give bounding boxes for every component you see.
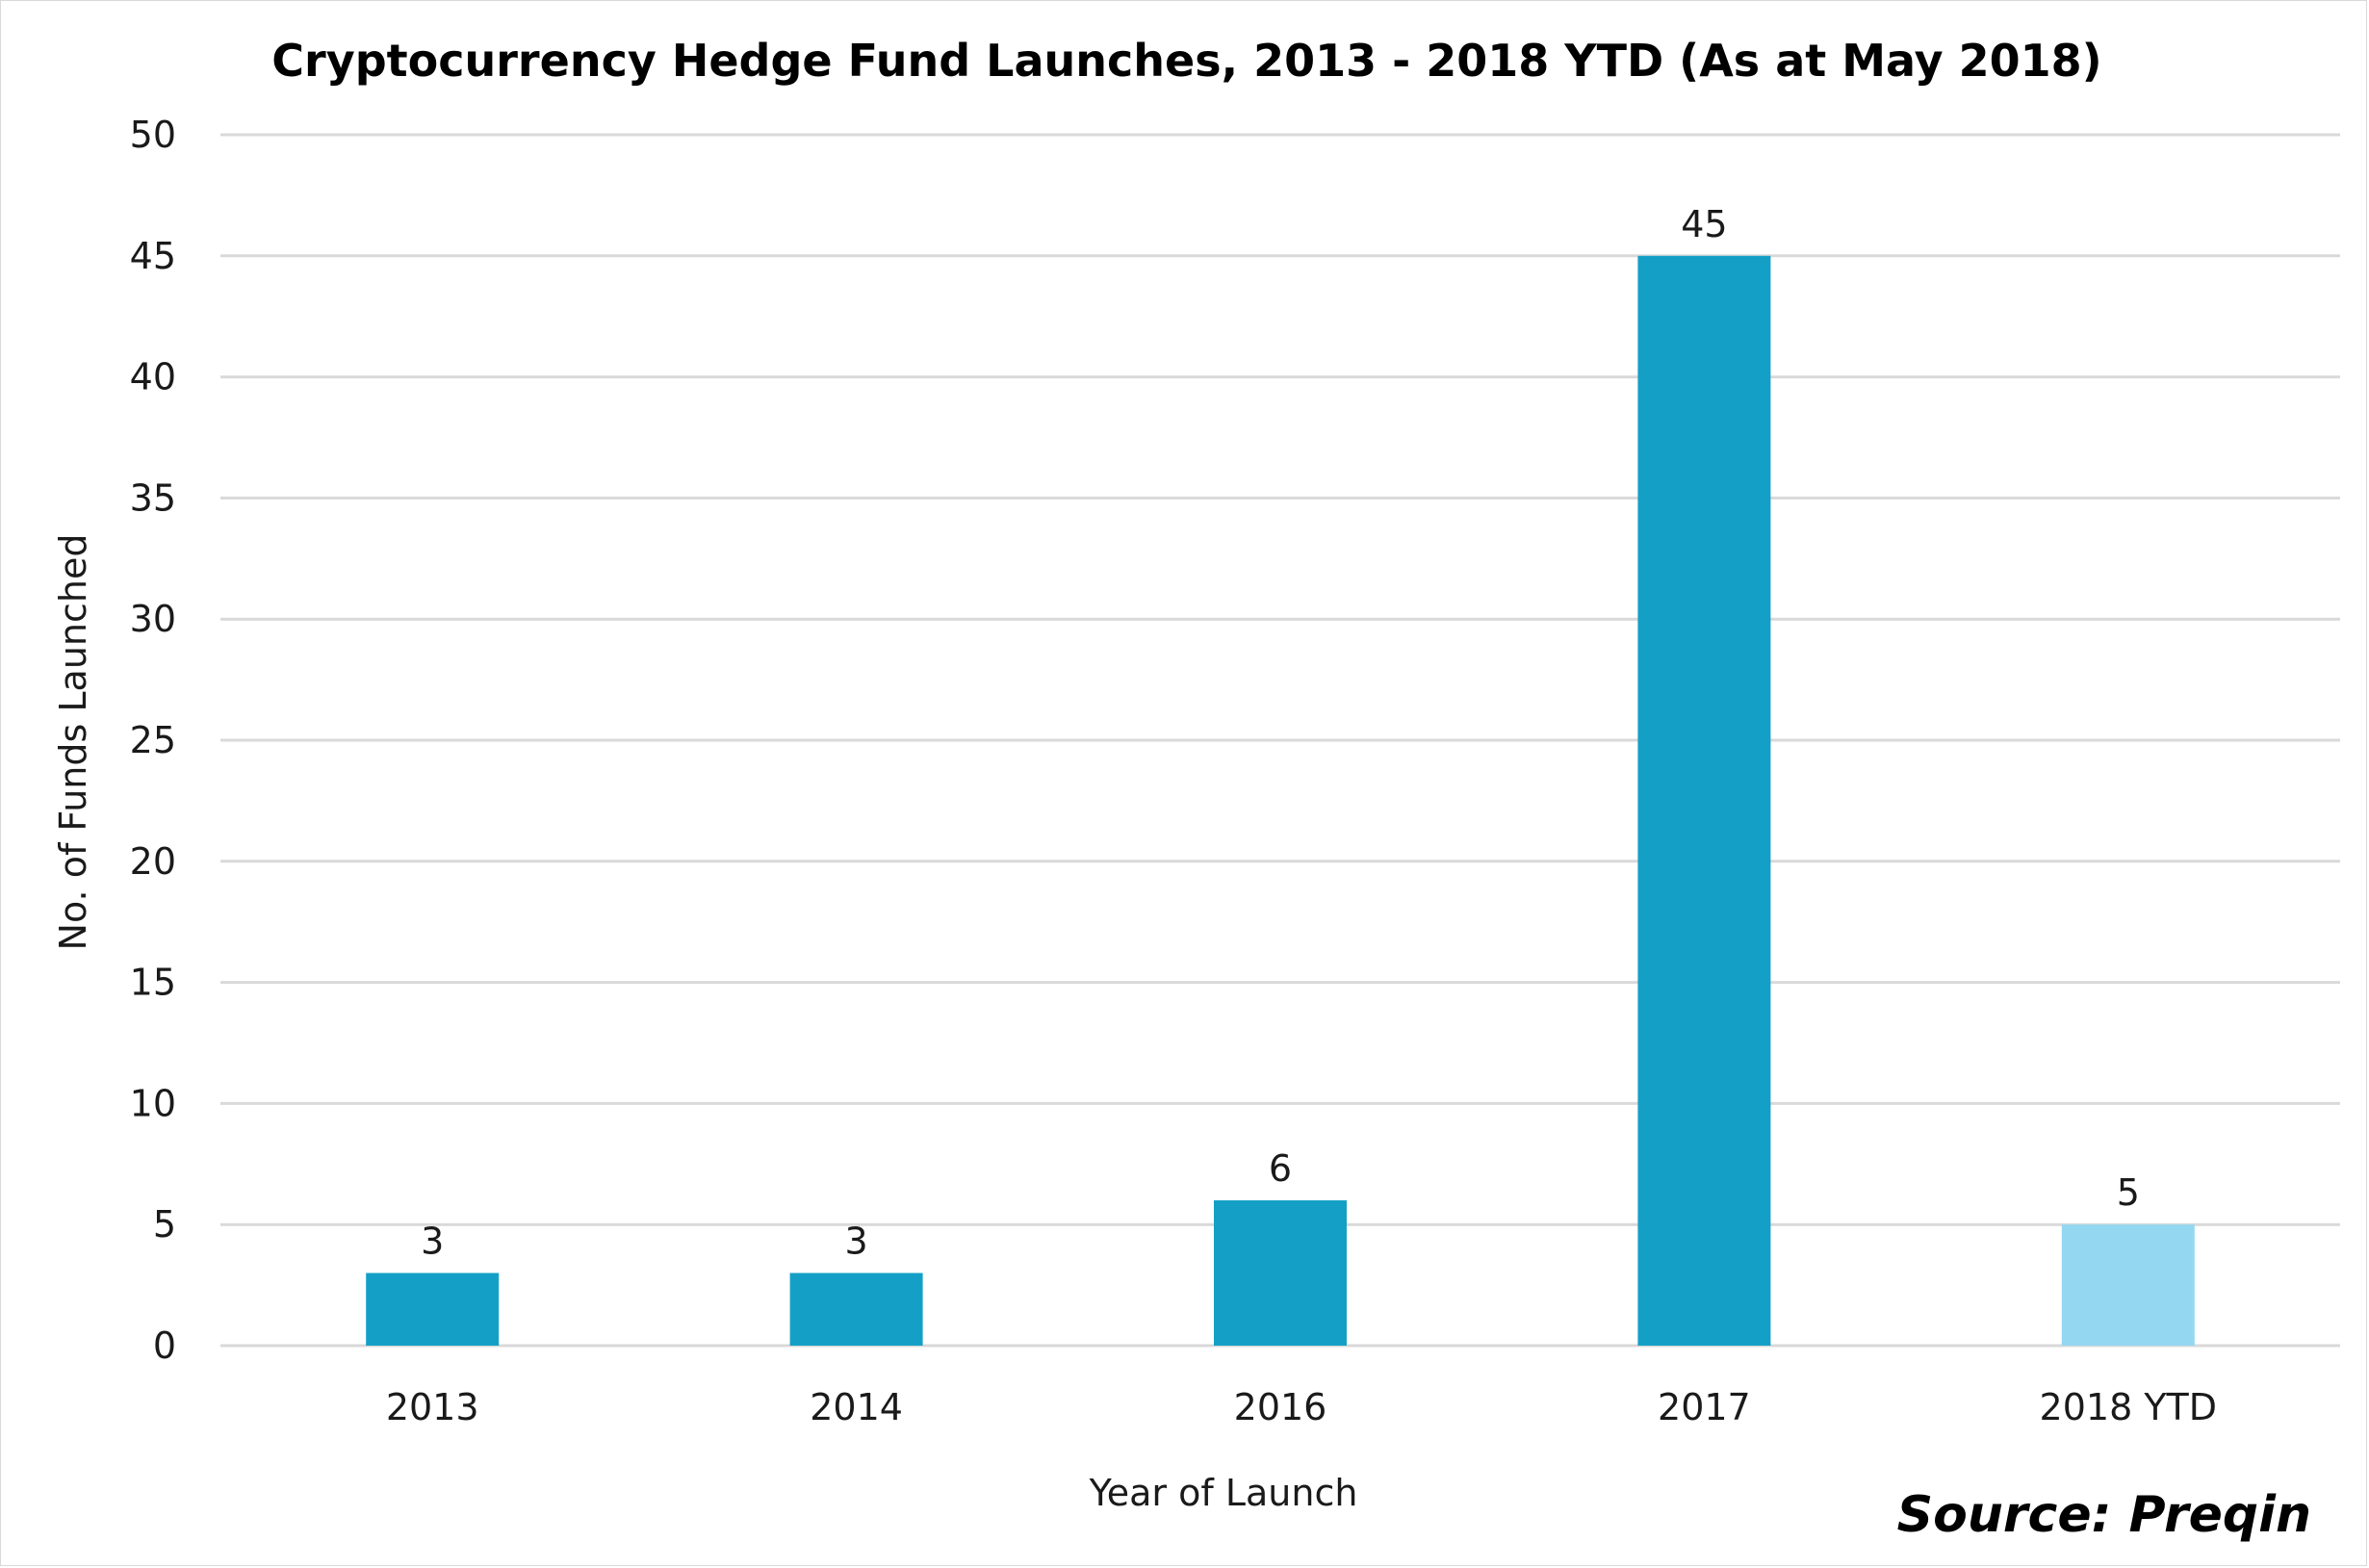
gridlines	[220, 133, 2340, 1348]
source-label: Source: Preqin	[1897, 1486, 2311, 1544]
y-axis-title: No. of Funds Launched	[52, 534, 94, 951]
bar-2017	[1637, 255, 1771, 1346]
bar-2014	[789, 1272, 923, 1346]
x-axis-title: Year of Launch	[1089, 1472, 1358, 1514]
y-tick-label: 35	[130, 476, 176, 519]
y-tick-label: 0	[153, 1324, 176, 1367]
chart-title: Cryptocurrency Hedge Fund Launches, 2013…	[271, 35, 2101, 87]
x-tick-label: 2016	[1234, 1386, 1327, 1428]
y-tick-label: 40	[130, 356, 176, 398]
x-axis-ticks: 2013 2014 2016 2017 2018 YTD	[386, 1386, 2217, 1428]
y-tick-label: 20	[130, 840, 176, 883]
bar-2013	[366, 1272, 500, 1346]
y-tick-label: 45	[130, 235, 176, 277]
data-labels: 3 3 6 45 5	[421, 203, 2140, 1263]
y-tick-label: 10	[130, 1082, 176, 1124]
data-label: 5	[2117, 1171, 2140, 1214]
x-tick-label: 2013	[386, 1386, 479, 1428]
bar-2016	[1214, 1200, 1347, 1346]
y-tick-label: 50	[130, 114, 176, 156]
bar-2018-ytd	[2061, 1224, 2195, 1346]
x-tick-label: 2014	[810, 1386, 903, 1428]
y-tick-label: 5	[153, 1203, 176, 1246]
y-tick-label: 30	[130, 598, 176, 640]
data-label: 3	[845, 1221, 868, 1263]
x-tick-label: 2017	[1658, 1386, 1751, 1428]
bars	[366, 255, 2195, 1346]
data-label: 6	[1269, 1147, 1292, 1190]
y-tick-label: 25	[130, 719, 176, 761]
x-tick-label: 2018 YTD	[2040, 1386, 2217, 1428]
data-label: 45	[1681, 203, 1727, 245]
y-axis-ticks: 0 5 10 15 20 25 30 35 40 45 50	[130, 114, 176, 1367]
data-label: 3	[421, 1221, 444, 1263]
y-tick-label: 15	[130, 962, 176, 1004]
